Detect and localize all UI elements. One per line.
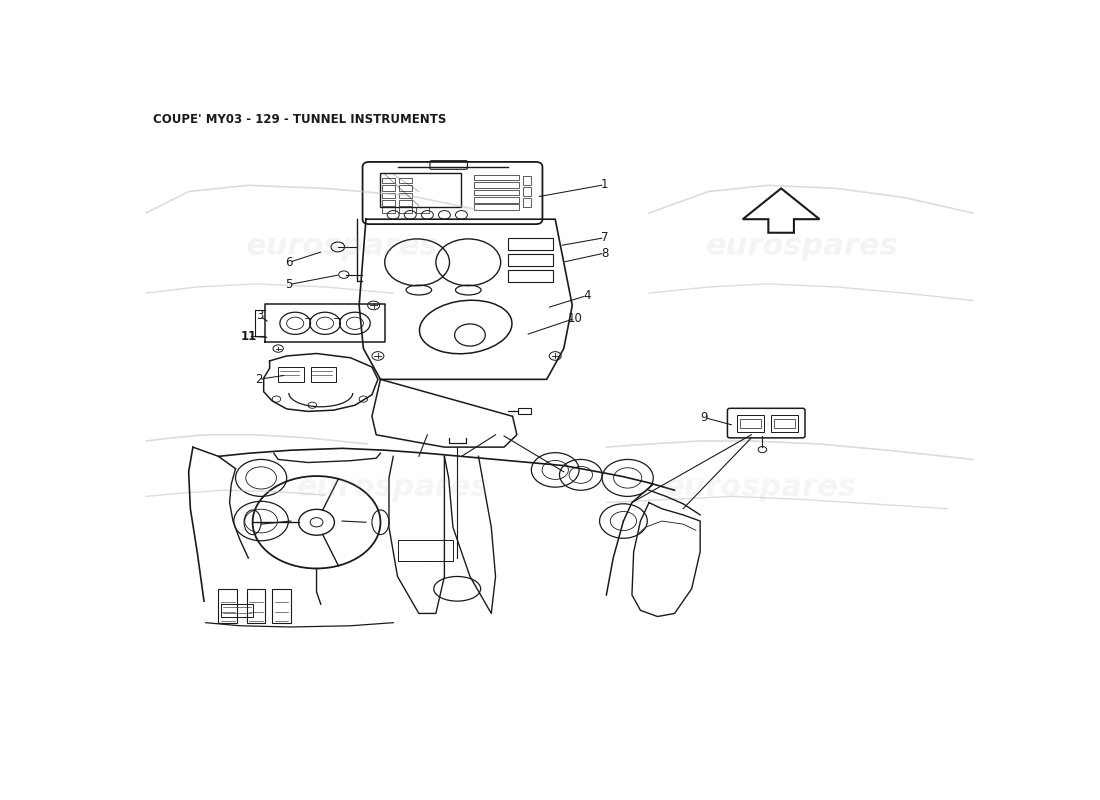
Bar (399, 178, 412, 183)
Text: 3: 3 (255, 310, 263, 322)
Bar (382, 178, 395, 183)
Bar (518, 408, 530, 414)
Bar (771, 415, 799, 432)
Bar (382, 193, 395, 198)
Bar (474, 182, 518, 188)
Bar (474, 190, 518, 195)
Text: 8: 8 (601, 246, 608, 259)
Bar (219, 589, 238, 622)
Text: 7: 7 (601, 231, 608, 244)
Bar (522, 187, 531, 196)
Bar (522, 176, 531, 185)
Bar (278, 367, 304, 382)
Bar (382, 207, 395, 213)
Bar (740, 418, 761, 428)
Bar (416, 207, 429, 213)
Bar (399, 207, 412, 213)
Text: eurospares: eurospares (245, 233, 439, 262)
Bar (737, 415, 764, 432)
Text: eurospares: eurospares (297, 473, 490, 502)
Bar (399, 186, 412, 191)
Text: 2: 2 (255, 373, 262, 386)
Bar (508, 254, 552, 266)
Text: eurospares: eurospares (663, 473, 856, 502)
Bar (508, 238, 552, 250)
Bar (397, 539, 453, 561)
Bar (522, 198, 531, 207)
Text: COUPE' MY03 - 129 - TUNNEL INSTRUMENTS: COUPE' MY03 - 129 - TUNNEL INSTRUMENTS (153, 114, 447, 126)
Bar (381, 173, 462, 207)
Text: 5: 5 (286, 278, 293, 291)
Bar (382, 200, 395, 206)
Bar (399, 193, 412, 198)
Text: 9: 9 (701, 411, 708, 424)
Bar (474, 205, 518, 210)
Bar (474, 197, 518, 202)
Bar (508, 270, 552, 282)
Bar (474, 175, 518, 180)
Bar (310, 367, 337, 382)
Text: 4: 4 (583, 289, 591, 302)
Bar (246, 589, 265, 622)
Text: 10: 10 (568, 312, 582, 325)
Bar (774, 418, 795, 428)
Text: 6: 6 (286, 256, 293, 269)
Text: 11: 11 (240, 330, 256, 342)
Bar (399, 200, 412, 206)
Text: eurospares: eurospares (706, 233, 899, 262)
Text: 1: 1 (601, 178, 608, 191)
Bar (382, 186, 395, 191)
Bar (272, 589, 290, 622)
